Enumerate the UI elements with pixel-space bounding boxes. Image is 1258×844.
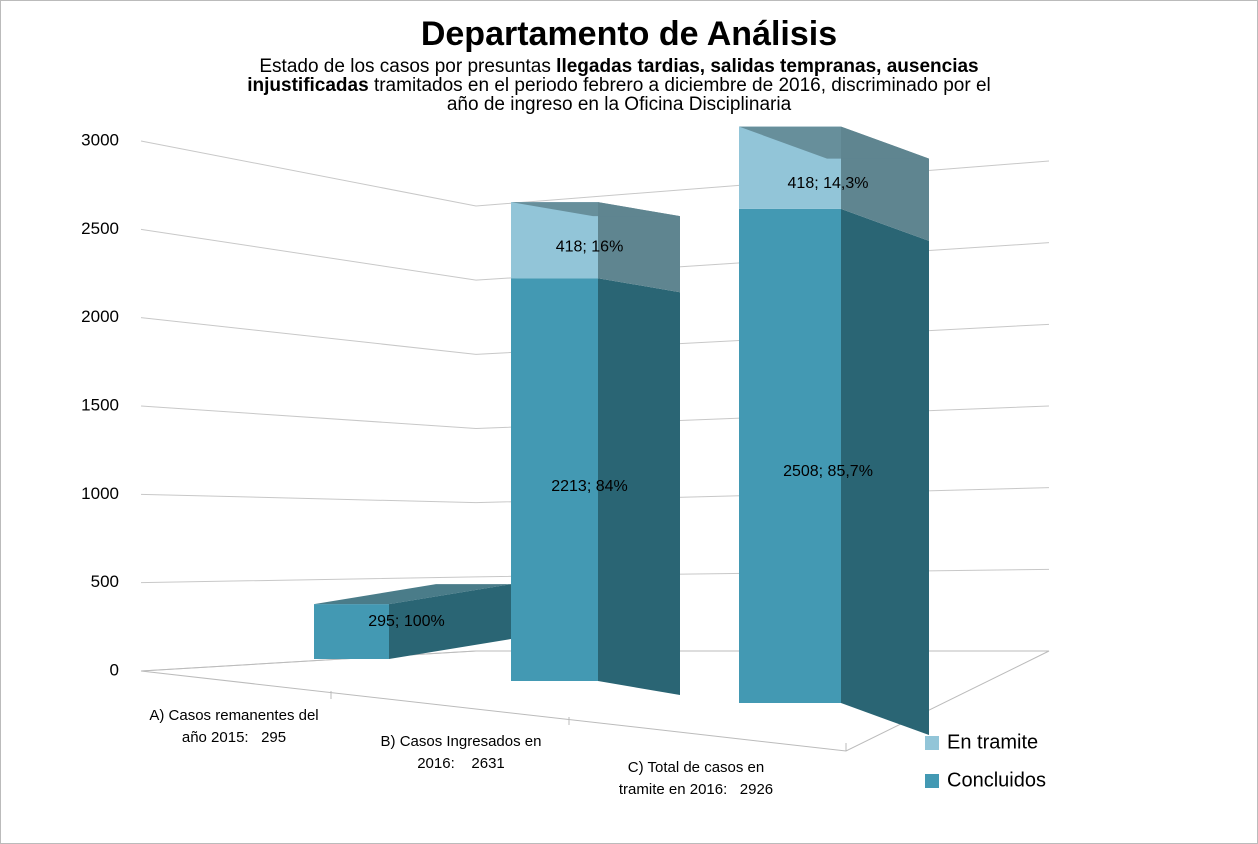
- chart-subtitle: Estado de los casos por presuntas llegad…: [239, 57, 999, 114]
- y-tick-label: 1500: [81, 395, 119, 414]
- legend-swatch: [925, 774, 939, 788]
- data-label: 2508; 85,7%: [783, 463, 873, 480]
- bar-top: [511, 202, 680, 217]
- legend-label: Concluidos: [947, 769, 1046, 791]
- subtitle-part: tramitados en el periodo febrero a dicie…: [368, 75, 991, 115]
- bar: [314, 604, 389, 659]
- chart-title: Departamento de Análisis: [420, 15, 838, 53]
- subtitle-part: Estado de los casos por presuntas: [259, 56, 557, 77]
- x-tick-label: B) Casos Ingresados en 2016: 2631: [380, 733, 546, 772]
- x-tick-label-box: C) Total de casos en tramite en 2016: 29…: [618, 759, 774, 798]
- y-tick-label: 2500: [81, 219, 119, 238]
- bar-side: [841, 208, 929, 735]
- y-tick-label: 2000: [81, 307, 119, 326]
- y-tick-label: 500: [91, 572, 119, 591]
- bar-top: [314, 584, 511, 605]
- x-tick-label: C) Total de casos en tramite en 2016: 29…: [618, 759, 774, 798]
- data-label: 418; 16%: [556, 238, 624, 255]
- x-tick-label-box: A) Casos remanentes del año 2015: 295: [149, 707, 323, 746]
- x-tick-label: A) Casos remanentes del año 2015: 295: [149, 707, 323, 746]
- y-tick-label: 0: [110, 660, 119, 679]
- bar: [739, 208, 841, 703]
- data-label: 295; 100%: [368, 613, 445, 630]
- data-label: 2213; 84%: [551, 478, 628, 495]
- legend-label: En tramite: [947, 731, 1038, 753]
- y-tick-label: 1000: [81, 484, 119, 503]
- bar-side: [598, 202, 680, 293]
- bar-top: [739, 126, 929, 159]
- subtitle-part: llegadas tardias, salidas tempranas, aus…: [247, 56, 979, 96]
- bar-side: [389, 584, 511, 659]
- data-label: 418; 14,3%: [788, 175, 869, 192]
- bar-side: [598, 278, 680, 695]
- bar: [511, 202, 598, 279]
- bar: [511, 278, 598, 681]
- legend-swatch: [925, 736, 939, 750]
- x-tick-label-box: B) Casos Ingresados en 2016: 2631: [380, 733, 546, 772]
- y-tick-label: 3000: [81, 130, 119, 149]
